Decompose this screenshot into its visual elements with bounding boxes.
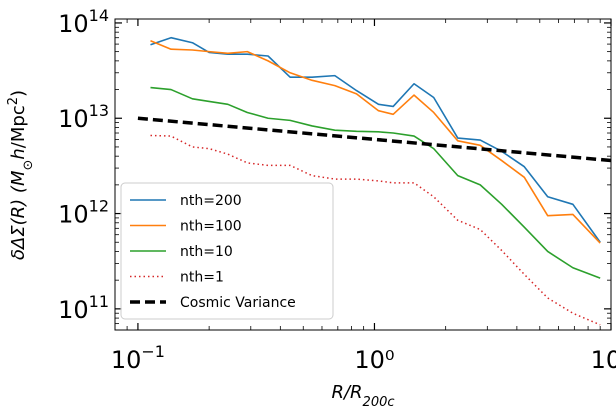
series-line-nth-10 (150, 86, 601, 279)
legend-box (120, 182, 334, 320)
x-tick-label: 10⁰ (354, 346, 394, 374)
y-tick-label: 1011 (58, 292, 109, 324)
y-tick-label: 1012 (58, 197, 109, 229)
y-axis-label-suffix: ) (8, 90, 29, 97)
legend-label: nth=1 (180, 270, 224, 286)
y-tick-label-exp: 14 (89, 6, 109, 25)
y-axis-label-prefix: δΔΣ(R) ( (8, 185, 29, 260)
legend-label: nth=200 (180, 193, 242, 209)
legend-label: Cosmic Variance (180, 295, 296, 311)
y-axis-label: δΔΣ(R) (M⊙h/Mpc2) (6, 90, 36, 260)
plot-frame (114, 18, 612, 331)
series-line-nth-200 (150, 36, 601, 243)
y-tick-label: 1014 (58, 6, 109, 38)
y-axis-label-unit: /Mpc (8, 105, 29, 148)
y-tick-label-exp: 13 (89, 101, 109, 120)
x-axis-label-main: R/R (331, 382, 362, 403)
series-line-nth-1 (150, 134, 601, 326)
y-tick-label-base: 10 (58, 10, 89, 38)
x-tick-label: 10−1 (111, 342, 165, 374)
y-tick-label-exp: 11 (89, 292, 109, 311)
y-axis-label-h: h (8, 148, 29, 159)
x-tick-label-base: 10 (591, 346, 616, 374)
x-tick-label-base: 10 (111, 346, 142, 374)
x-tick-label-exp: −1 (141, 342, 165, 361)
x-axis-label: R/R200c (331, 382, 394, 410)
y-axis-label-msub: ⊙ (21, 160, 36, 171)
x-axis-label-sub: 200c (363, 395, 395, 410)
y-tick-label: 1013 (58, 101, 109, 133)
legend: nth=200 nth=100 nth=10 nth=1 Cosmic Variance (120, 182, 334, 320)
series-line-nth-100 (150, 40, 601, 244)
legend-label: nth=100 (180, 219, 242, 235)
y-tick-label-exp: 12 (89, 197, 109, 216)
y-tick-label-base: 10 (58, 201, 89, 229)
legend-label: nth=10 (180, 244, 233, 260)
ticks-layer (114, 19, 612, 331)
y-tick-label-base: 10 (58, 105, 89, 133)
x-tick-label: 101 (591, 342, 616, 374)
series-line-cosmic-variance (137, 116, 612, 163)
y-axis-label-sup: 2 (6, 97, 21, 105)
series-layer (137, 36, 612, 326)
y-axis-label-m: M (8, 170, 29, 186)
y-tick-label-base: 10 (58, 296, 89, 324)
x-tick-labels: 10−110⁰101 (111, 342, 616, 374)
